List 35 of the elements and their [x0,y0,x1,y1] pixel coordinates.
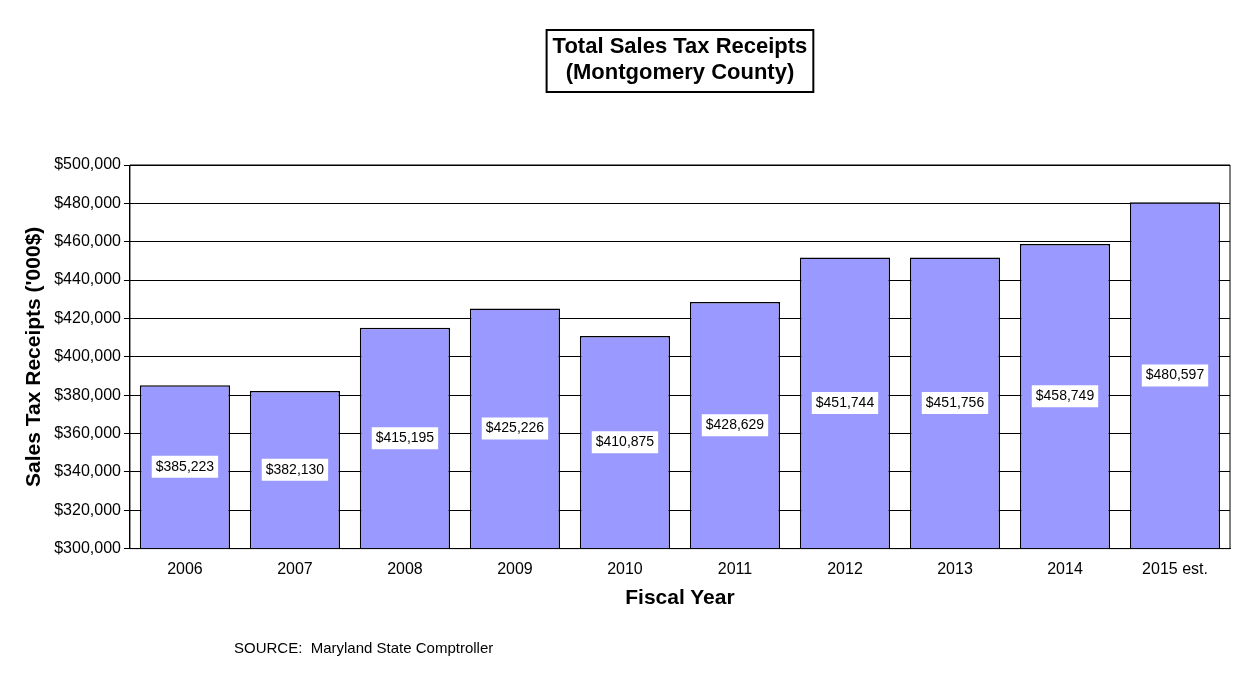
y-tick-label: $300,000 [54,539,122,557]
data-label: $458,749 [1035,387,1095,404]
x-tick-label: 2009 [497,559,533,577]
x-tick-label: 2015 est. [1142,559,1208,577]
y-axis-title: Sales Tax Receipts ('000$) [21,226,45,487]
x-tick-label: 2010 [607,559,643,577]
data-label: $425,226 [485,419,545,436]
y-tick-label: $320,000 [54,500,122,518]
data-label: $385,223 [155,457,215,474]
y-tick-label: $440,000 [54,270,122,288]
y-tick-label: $500,000 [54,155,122,173]
y-tick-label: $360,000 [54,423,122,441]
x-tick-label: 2013 [937,559,973,577]
x-axis-title: Fiscal Year [625,585,735,609]
data-label: $451,756 [925,393,985,410]
y-tick-label: $340,000 [54,462,122,480]
source-note: SOURCE: Maryland State Comptroller [234,639,494,657]
y-tick-label: $460,000 [54,232,122,250]
x-tick-label: 2008 [387,559,423,577]
y-tick-label: $420,000 [54,308,122,326]
x-tick-label: 2014 [1047,559,1083,577]
chart-title: Total Sales Tax Receipts (Montgomery County) [552,33,808,85]
y-tick-label: $480,000 [54,193,122,211]
data-label: $480,597 [1145,366,1205,383]
data-label: $451,744 [815,393,875,410]
y-tick-label: $400,000 [54,347,122,365]
data-label: $410,875 [595,433,655,450]
x-tick-label: 2011 [717,559,753,577]
data-label: $415,195 [375,428,435,445]
x-tick-label: 2012 [827,559,863,577]
x-tick-label: 2007 [277,559,313,577]
y-tick-label: $380,000 [54,385,122,403]
data-label: $428,629 [705,416,765,433]
x-tick-label: 2006 [167,559,203,577]
data-label: $382,130 [265,460,325,477]
